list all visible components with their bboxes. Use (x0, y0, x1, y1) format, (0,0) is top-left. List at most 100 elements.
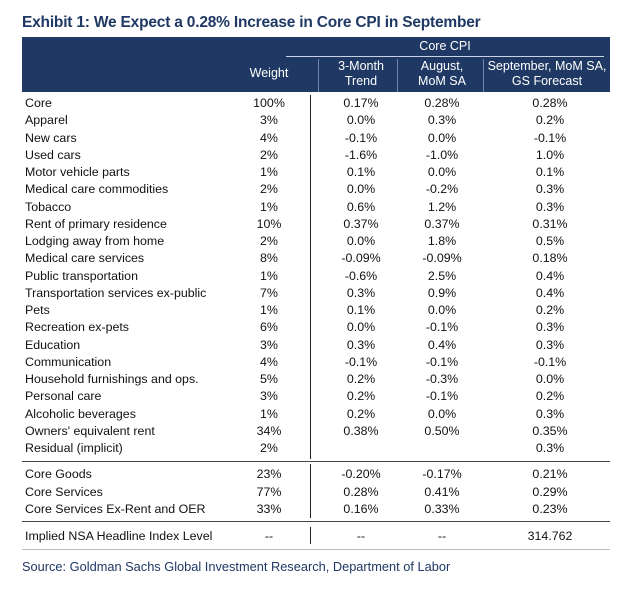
row-trend: 0.0% (346, 182, 376, 197)
row-august: -0.2% (425, 182, 459, 197)
row-september: 0.4% (535, 285, 565, 300)
row-label: Pets (25, 303, 50, 317)
table-row: Owners' equivalent rent 34% 0.38% 0.50% 0.35… (22, 423, 610, 440)
group-header-core-cpi: Core CPI (419, 39, 471, 53)
row-label: Implied NSA Headline Index Level (25, 529, 213, 543)
row-september: 0.31% (532, 216, 568, 231)
table-row: Education 3% 0.3% 0.4% 0.3% (22, 337, 610, 354)
table-row: Medical care commodities 2% 0.0% -0.2% 0.3% (22, 181, 610, 198)
row-trend: 0.0% (346, 234, 376, 248)
row-august: 0.0% (427, 165, 457, 179)
table-row: Motor vehicle parts 1% 0.1% 0.0% 0.1% (22, 164, 610, 181)
row-label: Communication (25, 354, 112, 369)
row-august: 0.0% (427, 303, 457, 317)
row-august: 0.3% (427, 113, 457, 128)
column-divider (310, 527, 311, 544)
group-header-underline (286, 56, 604, 57)
row-label: Transportation services ex-public (25, 285, 207, 300)
row-label: Core (25, 96, 52, 110)
row-trend: 0.0% (346, 113, 376, 128)
header-divider (483, 59, 484, 92)
row-weight: 5% (260, 372, 278, 386)
row-trend: 0.6% (346, 199, 376, 214)
row-august: 0.9% (427, 285, 457, 300)
row-weight: 8% (260, 251, 278, 266)
row-august: 1.2% (427, 199, 457, 214)
header-september-line2: GS Forecast (511, 74, 583, 88)
row-september: 0.4% (535, 268, 565, 283)
row-september: 0.2% (535, 303, 565, 317)
row-august: 1.8% (427, 234, 457, 248)
row-weight: 100% (253, 96, 285, 110)
row-weight: 3% (260, 113, 278, 128)
table-row: Apparel 3% 0.0% 0.3% 0.2% (22, 112, 610, 129)
row-trend: -- (356, 529, 366, 543)
exhibit-title: Exhibit 1: We Expect a 0.28% Increase in… (22, 14, 481, 31)
row-august: 0.50% (424, 423, 460, 438)
row-weight: 3% (260, 389, 278, 404)
row-september: 0.3% (535, 441, 565, 455)
row-september: 1.0% (535, 147, 565, 162)
row-label: Motor vehicle parts (25, 165, 130, 179)
row-label: Core Services Ex-Rent and OER (25, 502, 206, 516)
row-august: -0.1% (425, 354, 459, 369)
table-row: Public transportation 1% -0.6% 2.5% 0.4% (22, 268, 610, 285)
row-weight: 2% (260, 147, 278, 162)
row-september: 0.2% (535, 389, 565, 404)
row-trend: 0.17% (343, 96, 379, 110)
row-label: Lodging away from home (25, 234, 165, 248)
row-september: 0.3% (535, 337, 565, 352)
row-weight: 1% (260, 165, 278, 179)
row-september: 0.21% (532, 467, 568, 481)
row-september: 0.3% (535, 182, 565, 197)
row-weight: 2% (260, 441, 278, 455)
row-trend: -0.6% (344, 268, 378, 283)
table-row: Core Services 77% 0.28% 0.41% 0.29% (22, 484, 610, 501)
row-weight: 2% (260, 234, 278, 248)
row-september: 0.3% (535, 320, 565, 335)
row-trend: 0.16% (343, 502, 379, 516)
header-trend: 3-Month Trend (322, 59, 400, 89)
table-row: Residual (implicit) 2% 0.3% (22, 440, 610, 457)
row-trend: 0.3% (346, 337, 376, 352)
row-august: -0.3% (425, 372, 459, 386)
row-weight: -- (264, 529, 274, 543)
row-trend: 0.0% (346, 320, 376, 335)
row-september: 0.1% (535, 165, 565, 179)
row-trend: 0.38% (343, 423, 379, 438)
row-trend: 0.2% (346, 372, 376, 386)
row-september: 0.23% (532, 502, 568, 516)
table-row: Core Goods 23% -0.20% -0.17% 0.21% (22, 466, 610, 483)
row-trend: -0.09% (341, 251, 381, 266)
row-label: Recreation ex-pets (25, 320, 129, 335)
row-august: 0.28% (424, 96, 460, 110)
header-weight: Weight (249, 66, 289, 80)
row-august: 0.0% (427, 406, 457, 421)
row-trend: 0.2% (346, 406, 376, 421)
header-divider (397, 59, 398, 92)
header-trend-line2: Trend (344, 74, 378, 88)
row-weight: 6% (260, 320, 278, 335)
row-weight: 23% (256, 467, 282, 481)
table-row: Rent of primary residence 10% 0.37% 0.37% 0.… (22, 216, 610, 233)
table-row: Lodging away from home 2% 0.0% 1.8% 0.5% (22, 233, 610, 250)
row-september: 0.2% (535, 113, 565, 128)
row-august: -0.17% (422, 467, 462, 481)
row-label: Used cars (25, 147, 81, 162)
row-september: 0.3% (535, 199, 565, 214)
header-august-line1: August, (420, 59, 464, 73)
row-trend: 0.1% (346, 165, 376, 179)
row-august: -- (437, 529, 447, 543)
column-divider (310, 95, 311, 459)
footer-separator (22, 549, 610, 550)
row-weight: 7% (260, 285, 278, 300)
row-september: -0.1% (533, 130, 567, 145)
row-august: 0.37% (424, 216, 460, 231)
row-label: Medical care services (25, 251, 145, 266)
header-august-line2: MoM SA (418, 74, 466, 88)
row-label: Core Goods (25, 467, 92, 481)
row-label: Personal care (25, 389, 102, 404)
table-row: Personal care 3% 0.2% -0.1% 0.2% (22, 388, 610, 405)
row-august: 2.5% (427, 268, 457, 283)
table-row: New cars 4% -0.1% 0.0% -0.1% (22, 130, 610, 147)
